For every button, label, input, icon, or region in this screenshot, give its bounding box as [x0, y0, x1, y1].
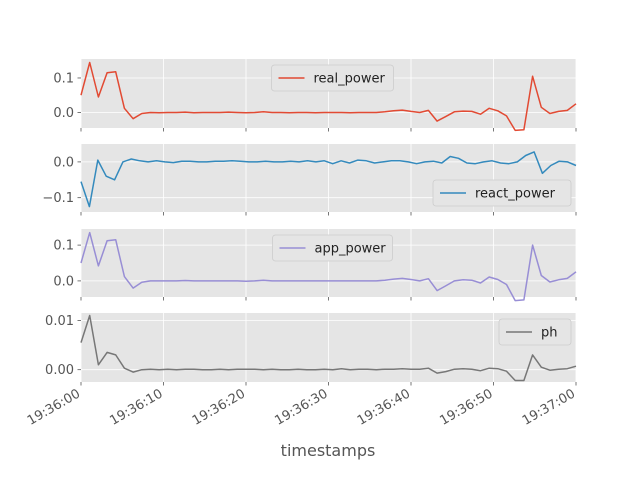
x-tick-label: 19:36:00: [25, 386, 83, 428]
legend-box: [271, 64, 394, 92]
panel-real-power: 0.0 0.1 real_power: [53, 59, 577, 132]
legend: react_power: [432, 179, 572, 207]
series-line-react-power: [80, 151, 577, 208]
series-line-ph: [80, 314, 577, 382]
y-tick-label: 0.0: [53, 155, 74, 170]
panel-ph: 0.00 0.01 ph: [45, 313, 577, 386]
series-line-app-power: [80, 231, 577, 302]
y-tick-label: 0.1: [53, 71, 74, 86]
legend-box: [272, 234, 393, 262]
y-tick-label: 0.00: [45, 363, 74, 378]
legend-label: real_power: [314, 72, 386, 87]
x-tick-label: 19:36:30: [272, 386, 330, 428]
y-tick-label: 0.0: [53, 274, 74, 289]
legend: ph: [498, 318, 572, 346]
legend-box: [432, 179, 572, 207]
panel-react-power: −0.1 0.0 react_power: [42, 144, 577, 216]
x-tick-label: 19:36:10: [107, 386, 165, 428]
y-tick-label: 0.0: [53, 106, 74, 121]
panel-app-power: 0.0 0.1 app_power: [53, 229, 577, 302]
x-tick-label: 19:36:50: [437, 386, 495, 428]
legend: real_power: [271, 64, 394, 92]
legend-label: app_power: [315, 242, 387, 257]
x-tick-label: 19:36:20: [190, 386, 248, 428]
legend-label: ph: [541, 326, 558, 341]
y-tick-label: 0.1: [53, 239, 74, 254]
legend: app_power: [272, 234, 393, 262]
legend-box: [498, 318, 572, 346]
series-line-real-power: [80, 61, 577, 132]
y-tick-label: 0.01: [45, 314, 74, 329]
legend-label: react_power: [475, 187, 556, 202]
x-tick-label: 19:36:40: [355, 386, 413, 428]
x-tick-label: 19:37:00: [520, 386, 578, 428]
x-axis-label: timestamps: [281, 441, 376, 460]
y-tick-label: −0.1: [42, 191, 74, 206]
